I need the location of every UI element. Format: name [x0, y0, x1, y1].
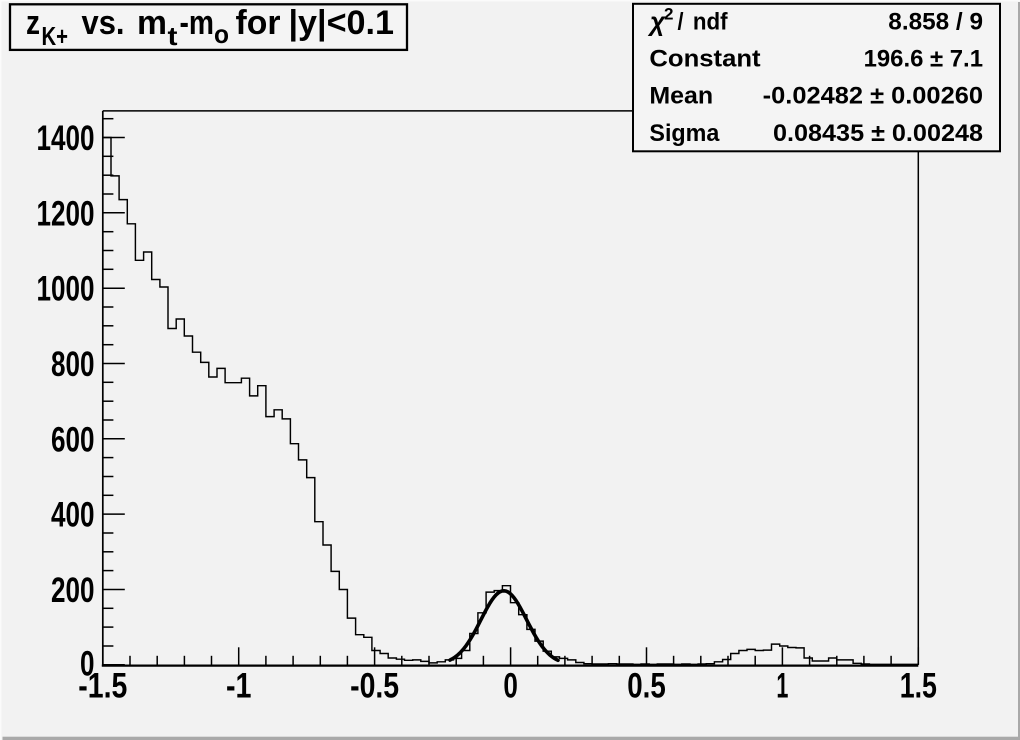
svg-text:χ: χ: [647, 7, 666, 37]
svg-text:t: t: [168, 21, 178, 51]
svg-text:0: 0: [503, 666, 518, 705]
svg-text:1.5: 1.5: [900, 666, 937, 705]
svg-text:z: z: [26, 4, 40, 42]
svg-text:600: 600: [51, 420, 95, 459]
svg-text:200: 200: [51, 571, 95, 610]
svg-text:1: 1: [776, 666, 788, 705]
svg-text:1000: 1000: [37, 270, 95, 309]
svg-text:-m: -m: [180, 4, 215, 42]
svg-text:Mean: Mean: [649, 83, 713, 110]
svg-text:/: /: [678, 9, 684, 36]
svg-text:-1.5: -1.5: [78, 666, 127, 705]
svg-text:for: for: [236, 4, 281, 42]
svg-text:8.858 / 9: 8.858 / 9: [888, 9, 983, 36]
svg-text:-0.5: -0.5: [350, 666, 399, 705]
svg-text:2: 2: [664, 5, 673, 24]
svg-text:Constant: Constant: [649, 46, 760, 73]
svg-text:|y|<0.1: |y|<0.1: [289, 4, 395, 42]
svg-text:o: o: [214, 19, 229, 49]
svg-text:196.6 ± 7.1: 196.6 ± 7.1: [864, 46, 983, 73]
svg-text:Sigma: Sigma: [649, 120, 720, 147]
svg-text:1200: 1200: [37, 194, 95, 233]
svg-text:0.08435 ± 0.00248: 0.08435 ± 0.00248: [773, 120, 983, 147]
svg-text:ndf: ndf: [693, 9, 729, 36]
svg-text:-0.02482 ± 0.00260: -0.02482 ± 0.00260: [763, 83, 983, 110]
svg-text:0: 0: [80, 645, 95, 684]
svg-text:400: 400: [51, 496, 95, 535]
svg-text:800: 800: [51, 345, 95, 384]
svg-text:0.5: 0.5: [627, 666, 666, 705]
svg-text:-1: -1: [226, 666, 252, 705]
svg-text:K+: K+: [42, 21, 69, 51]
svg-text:vs.: vs.: [82, 4, 125, 42]
svg-text:1400: 1400: [37, 119, 95, 158]
svg-text:m: m: [137, 4, 167, 42]
